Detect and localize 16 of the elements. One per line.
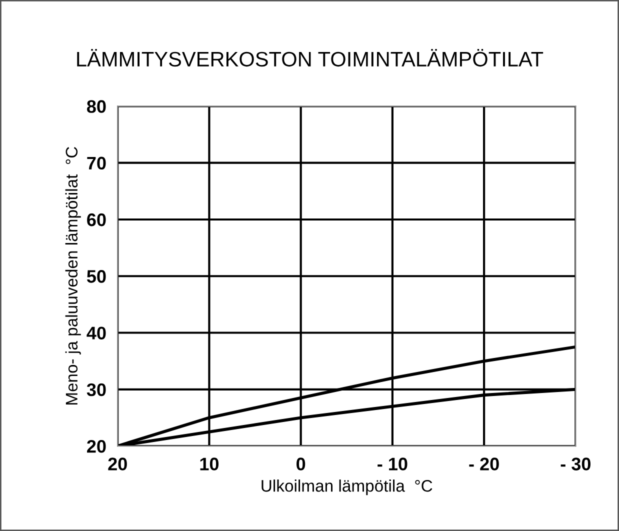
y-tick-label: 80 — [86, 100, 106, 113]
y-tick-label: 50 — [86, 270, 106, 283]
y-tick-label: 70 — [87, 156, 106, 170]
y-tick-label: 30 — [86, 383, 106, 396]
y-tick-label: 40 — [86, 326, 106, 340]
x-tick-label: - 30 — [560, 458, 590, 470]
x-tick-label: 10 — [200, 458, 219, 470]
x-axis-title: Ulkoilman lämpötila °C — [262, 480, 432, 496]
x-tick-label: - 10 — [378, 458, 408, 470]
x-tick-label: 20 — [108, 458, 127, 470]
y-axis-title: Meno- ja paluuveden lämpötilat °C — [65, 146, 81, 405]
y-tick-label: 20 — [87, 440, 106, 453]
y-tick-label: 60 — [87, 213, 106, 226]
x-tick-label: - 20 — [469, 458, 499, 470]
chart-title: LÄMMITYSVERKOSTON TOIMINTALÄMPÖTILAT — [77, 48, 544, 67]
x-tick-label: 0 — [296, 458, 306, 470]
